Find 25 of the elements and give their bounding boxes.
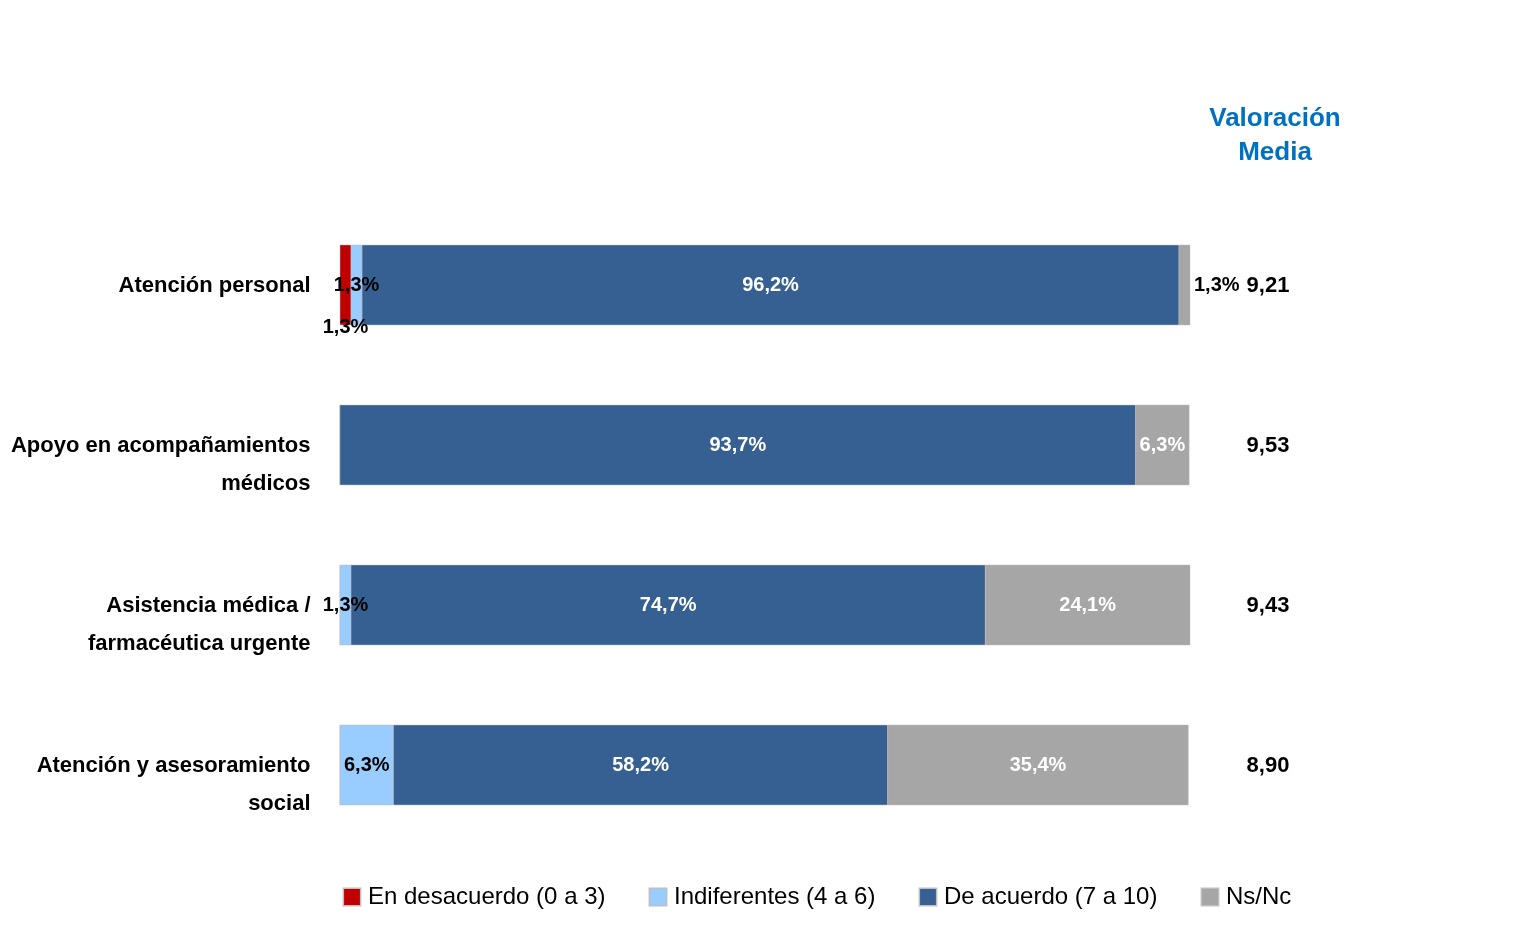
text: Valoración Media (1209, 102, 1341, 166)
data-label: 24,1% (1059, 593, 1117, 615)
text: 9,53 (1246, 432, 1290, 457)
text: 9,43 (1246, 592, 1290, 617)
y-tick-label: Atención personal (118, 272, 311, 297)
text: 9,21 (1246, 272, 1290, 297)
data-label: 93,7% (709, 433, 767, 455)
data-label: 58,2% (612, 753, 670, 775)
data-label: 96,2% (742, 273, 800, 295)
data-label: 1,3% (322, 593, 369, 615)
text: 8,90 (1246, 752, 1290, 777)
data-label: 1,3% (322, 315, 369, 337)
data-label: 74,7% (639, 593, 697, 615)
data-label: 1,3% (333, 273, 380, 295)
legend-label: De acuerdo (7 a 10) (944, 882, 1158, 909)
data-label: 6,3% (1139, 433, 1186, 455)
legend-label: En desacuerdo (0 a 3) (368, 882, 606, 909)
data-label: 35,4% (1009, 753, 1067, 775)
data-label: 1,3% (1194, 273, 1240, 295)
legend-label: Ns/Nc (1226, 882, 1292, 909)
y-tick-label: Atención y asesoramiento social (36, 752, 311, 815)
data-label: 6,3% (343, 753, 390, 775)
legend-label: Indiferentes (4 a 6) (674, 882, 876, 909)
y-tick-label: Asistencia médica / farmacéutica urgente (87, 592, 311, 655)
y-tick-label: Apoyo en acompañamientos médicos (10, 432, 311, 495)
